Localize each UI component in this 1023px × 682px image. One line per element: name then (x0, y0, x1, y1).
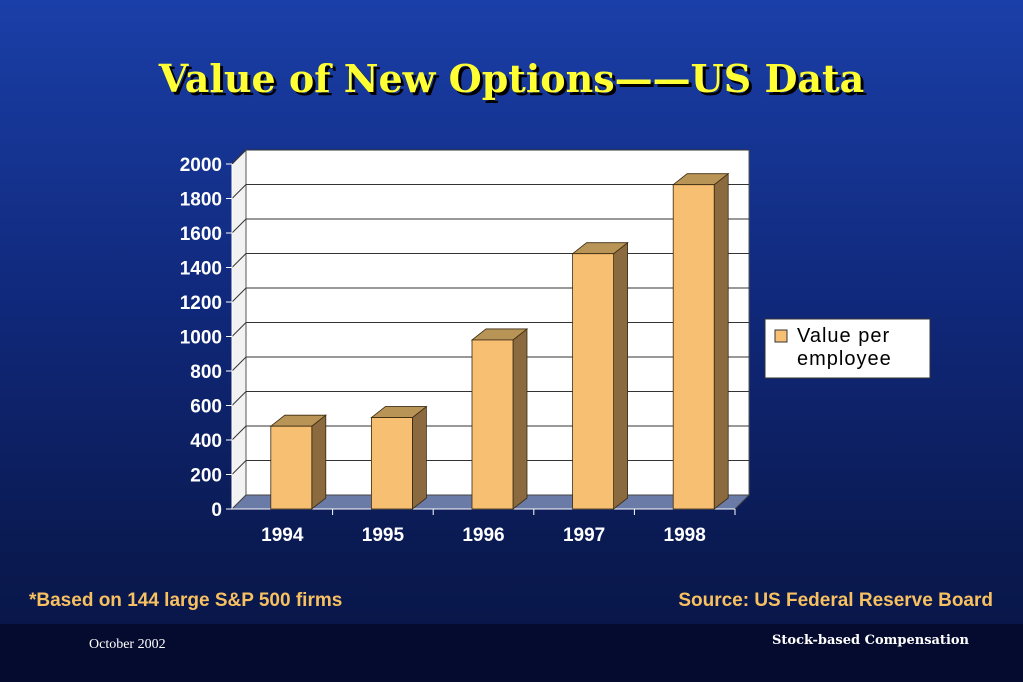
bar (370, 417, 413, 510)
legend-label: Value per (797, 325, 890, 347)
bar-side (311, 414, 327, 510)
legend-swatch (774, 329, 788, 343)
source-note: Source: US Federal Reserve Board (678, 590, 993, 611)
gridline-side (231, 184, 247, 199)
gridline-side (231, 253, 247, 268)
legend-box (764, 318, 931, 379)
y-tick-label: 0 (211, 500, 222, 521)
gridline-side (231, 425, 247, 441)
bar-side (613, 241, 628, 510)
y-tick-label: 1800 (180, 190, 222, 211)
footer-topic: Stock-based Compensation (772, 633, 969, 648)
slide-title: Value of New Options——US Data (158, 56, 865, 101)
bar (572, 253, 614, 510)
x-tick-label: 1994 (261, 525, 304, 546)
bar-side (512, 328, 528, 510)
y-tick-label: 1000 (180, 328, 222, 349)
gridline-side (231, 460, 247, 475)
footer-date: October 2002 (89, 637, 166, 652)
x-tick-label: 1995 (362, 525, 405, 546)
footer-bar: October 2002 Stock-based Compensation (0, 624, 1023, 682)
bar (471, 339, 514, 510)
y-tick-label: 1400 (180, 259, 222, 280)
x-tick-label: 1997 (563, 525, 605, 546)
bar-side (713, 172, 729, 510)
gridline-side (231, 322, 247, 337)
y-tick-label: 1600 (180, 224, 222, 245)
gridline-side (231, 356, 247, 372)
x-tick-label: 1998 (664, 525, 706, 546)
y-tick-label: 800 (190, 362, 222, 383)
gridline-side (231, 391, 247, 406)
gridline-side (231, 149, 247, 165)
bar-chart: 0 200 400 600 800 1000 1200 1400 1600 1800 2000 199… (180, 148, 931, 546)
y-tick-label: 2000 (180, 155, 222, 176)
gridline-side (231, 218, 247, 234)
bar (672, 184, 715, 510)
gridline-side (231, 287, 247, 303)
y-tick-label: 600 (190, 397, 222, 418)
footnote: *Based on 144 large S&P 500 firms (29, 590, 343, 611)
legend-label: employee (797, 348, 892, 370)
y-tick-label: 1200 (180, 293, 222, 314)
y-tick-label: 400 (190, 431, 222, 452)
bar (270, 425, 313, 510)
x-tick-label: 1996 (462, 525, 504, 546)
bar-side (411, 405, 427, 510)
y-tick-label: 200 (190, 466, 222, 487)
